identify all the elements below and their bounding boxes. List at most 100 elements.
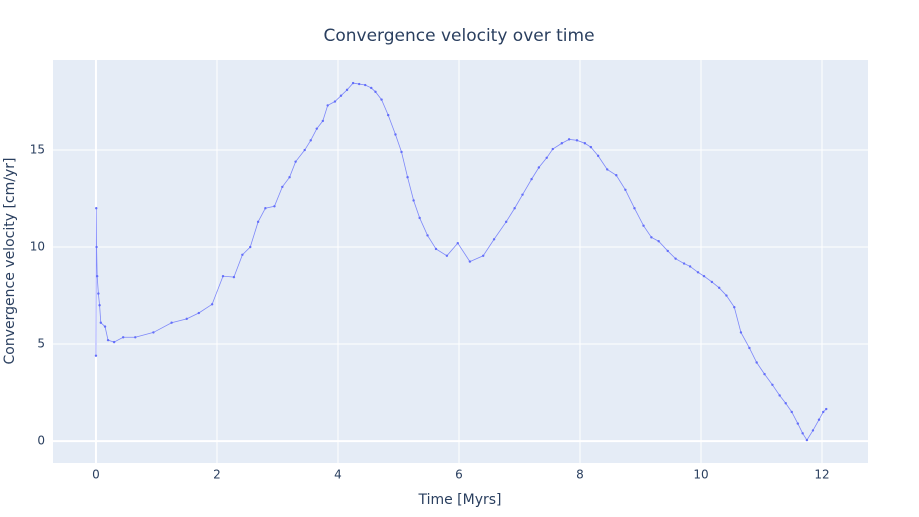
point — [103, 325, 107, 328]
point — [256, 220, 260, 224]
point — [725, 294, 728, 297]
point — [748, 346, 751, 350]
point — [817, 418, 821, 421]
point — [674, 257, 677, 260]
point — [249, 245, 252, 249]
point — [504, 220, 508, 224]
point — [326, 104, 329, 107]
chart-title: Convergence velocity over time — [323, 26, 594, 46]
point — [825, 407, 828, 411]
y-tick-label: 5 — [37, 337, 45, 351]
point — [702, 274, 706, 278]
point — [112, 340, 116, 344]
point — [97, 292, 100, 295]
point — [412, 199, 415, 202]
point — [294, 160, 297, 163]
point — [521, 193, 524, 196]
point — [710, 280, 714, 284]
x-tick-label: 8 — [576, 468, 584, 482]
point — [121, 336, 125, 339]
point — [657, 240, 660, 243]
point — [551, 147, 554, 151]
point — [811, 429, 815, 432]
point — [315, 127, 319, 130]
y-tick-label: 10 — [30, 240, 45, 254]
point — [364, 83, 367, 87]
x-axis-title: Time [Myrs] — [417, 492, 501, 508]
point — [241, 253, 244, 257]
point — [94, 354, 98, 357]
point — [309, 139, 312, 142]
x-tick-label: 6 — [455, 468, 463, 482]
point — [333, 100, 337, 103]
point — [400, 150, 403, 154]
point — [374, 90, 377, 94]
point — [264, 207, 267, 210]
point — [805, 438, 809, 442]
point — [801, 432, 804, 435]
point — [232, 275, 236, 279]
x-tick-label: 12 — [814, 468, 829, 482]
point — [633, 207, 636, 210]
point — [95, 207, 98, 210]
point — [763, 372, 766, 376]
point — [784, 402, 787, 405]
point — [170, 321, 173, 324]
y-axis-title: Convergence velocity [cm/yr] — [2, 158, 18, 365]
point — [456, 241, 459, 245]
point — [185, 317, 188, 321]
y-tick-label: 0 — [37, 434, 45, 448]
point — [221, 274, 225, 278]
point — [790, 410, 793, 414]
x-tick-label: 0 — [92, 468, 100, 482]
point — [606, 168, 609, 171]
point — [406, 175, 409, 179]
point — [717, 286, 721, 289]
point — [492, 238, 496, 241]
point — [739, 331, 743, 334]
point — [560, 142, 564, 145]
point — [386, 113, 390, 117]
point — [733, 305, 736, 309]
point — [98, 304, 101, 307]
point — [650, 236, 653, 239]
point — [134, 336, 137, 339]
point — [345, 88, 349, 92]
point — [273, 205, 276, 208]
point — [210, 303, 214, 306]
point — [615, 174, 618, 177]
plot-area — [53, 60, 868, 463]
point — [288, 175, 291, 179]
point — [281, 185, 284, 189]
point — [567, 138, 571, 141]
point — [468, 260, 472, 263]
point — [589, 145, 593, 149]
point — [778, 394, 781, 397]
point — [152, 331, 155, 334]
point — [481, 254, 485, 257]
point — [596, 154, 600, 158]
point — [513, 207, 516, 210]
point — [303, 148, 306, 152]
point — [822, 410, 825, 414]
point — [688, 265, 692, 268]
point — [771, 383, 774, 387]
point — [380, 98, 383, 101]
point — [696, 271, 700, 274]
point — [545, 156, 548, 159]
point — [99, 321, 102, 324]
point — [339, 94, 343, 97]
x-tick-label: 10 — [693, 468, 708, 482]
point — [95, 274, 99, 278]
point — [666, 249, 669, 253]
y-tick-label: 15 — [30, 143, 45, 157]
point — [530, 177, 533, 181]
x-tick-label: 4 — [334, 468, 342, 482]
point — [682, 262, 686, 265]
x-tick-label: 2 — [213, 468, 221, 482]
point — [357, 82, 361, 86]
point — [351, 81, 355, 85]
point — [321, 119, 325, 123]
point — [796, 422, 800, 425]
